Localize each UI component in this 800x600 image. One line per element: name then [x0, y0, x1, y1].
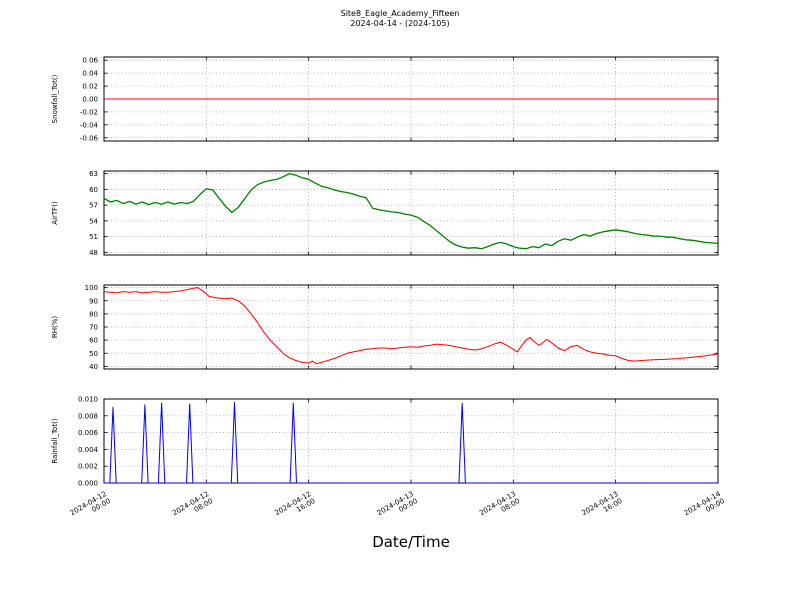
y-axis-label-airtf: AirTF()	[51, 201, 59, 225]
subplot-snowfall: 0.06 0.04 0.02 0.00 -0.02 -0.04 -0.06 Snowfall_…	[51, 56, 719, 142]
y-tick-label: 80	[89, 310, 98, 318]
chart-title-block: Site8_Eagle_Academy_Fifteen 2024-04-14 -…	[0, 9, 800, 29]
y-tick-label: 0.006	[78, 429, 99, 437]
x-tick-label: 2024-04-1200:00	[69, 490, 112, 524]
subplot-airtf: 63 60 57 54 51 48 AirTF()	[51, 170, 719, 257]
y-tick-label: 0.06	[82, 57, 98, 65]
y-tick-label: 50	[89, 350, 98, 358]
y-tick-label: 0.004	[78, 446, 99, 454]
y-tick-label: 54	[89, 217, 98, 225]
y-tick-label: 48	[89, 249, 98, 257]
x-tick-label: 2024-04-1308:00	[478, 490, 521, 524]
y-tick-label: 0.000	[78, 480, 98, 488]
chart-title: Site8_Eagle_Academy_Fifteen	[340, 9, 460, 18]
series-line-rainfall	[104, 401, 718, 484]
y-tick-label: 70	[89, 324, 98, 332]
y-tick-label: 0.04	[82, 70, 98, 78]
y-tick-label: 60	[89, 337, 98, 345]
y-tick-label: 60	[89, 186, 98, 194]
axes-border	[103, 284, 719, 370]
y-tick-label: 40	[89, 363, 98, 371]
y-tick-label: 51	[89, 233, 98, 241]
y-tick-label: 63	[89, 170, 98, 178]
y-axis-label-rainfall: Rainfall_Tot()	[51, 418, 59, 463]
subplot-rh: 100 90 80 70 60 50 40 RH(%)	[51, 284, 719, 371]
y-tick-label: 0.008	[78, 412, 98, 420]
y-tick-label: 100	[85, 284, 98, 292]
x-tick-label: 2024-04-1208:00	[171, 490, 214, 524]
y-tick-label: -0.06	[80, 134, 99, 142]
y-tick-label: 0.010	[78, 396, 98, 404]
y-tick-label: 0.002	[78, 463, 98, 471]
y-tick-label: 90	[89, 297, 98, 305]
x-tick-label: 2024-04-1316:00	[580, 490, 623, 524]
x-tick-label: 2024-04-1300:00	[376, 490, 419, 524]
y-tick-label: 0.02	[82, 83, 98, 91]
y-tick-label: -0.04	[80, 121, 99, 129]
x-axis-title: Date/Time	[372, 533, 450, 551]
y-axis-label-snowfall: Snowfall_Tot()	[51, 74, 59, 123]
y-tick-label: 0.00	[82, 96, 98, 104]
x-tick-label: 2024-04-1400:00	[683, 490, 727, 524]
axes-border	[103, 170, 719, 256]
series-line-rh	[103, 287, 719, 365]
x-tick-label: 2024-04-1216:00	[273, 490, 316, 524]
x-tick-labels: 2024-04-1200:00 2024-04-1208:00 2024-04-12…	[69, 490, 727, 524]
series-line-airtf	[103, 172, 719, 250]
y-tick-label: -0.02	[80, 108, 98, 116]
chart-subtitle: 2024-04-14 - (2024-105)	[350, 19, 450, 28]
subplot-rainfall: 0.010 0.008 0.006 0.004 0.002 0.000 Rainfall_T…	[51, 396, 719, 488]
y-axis-label-rh: RH(%)	[51, 316, 59, 339]
y-tick-label: 57	[89, 202, 98, 210]
